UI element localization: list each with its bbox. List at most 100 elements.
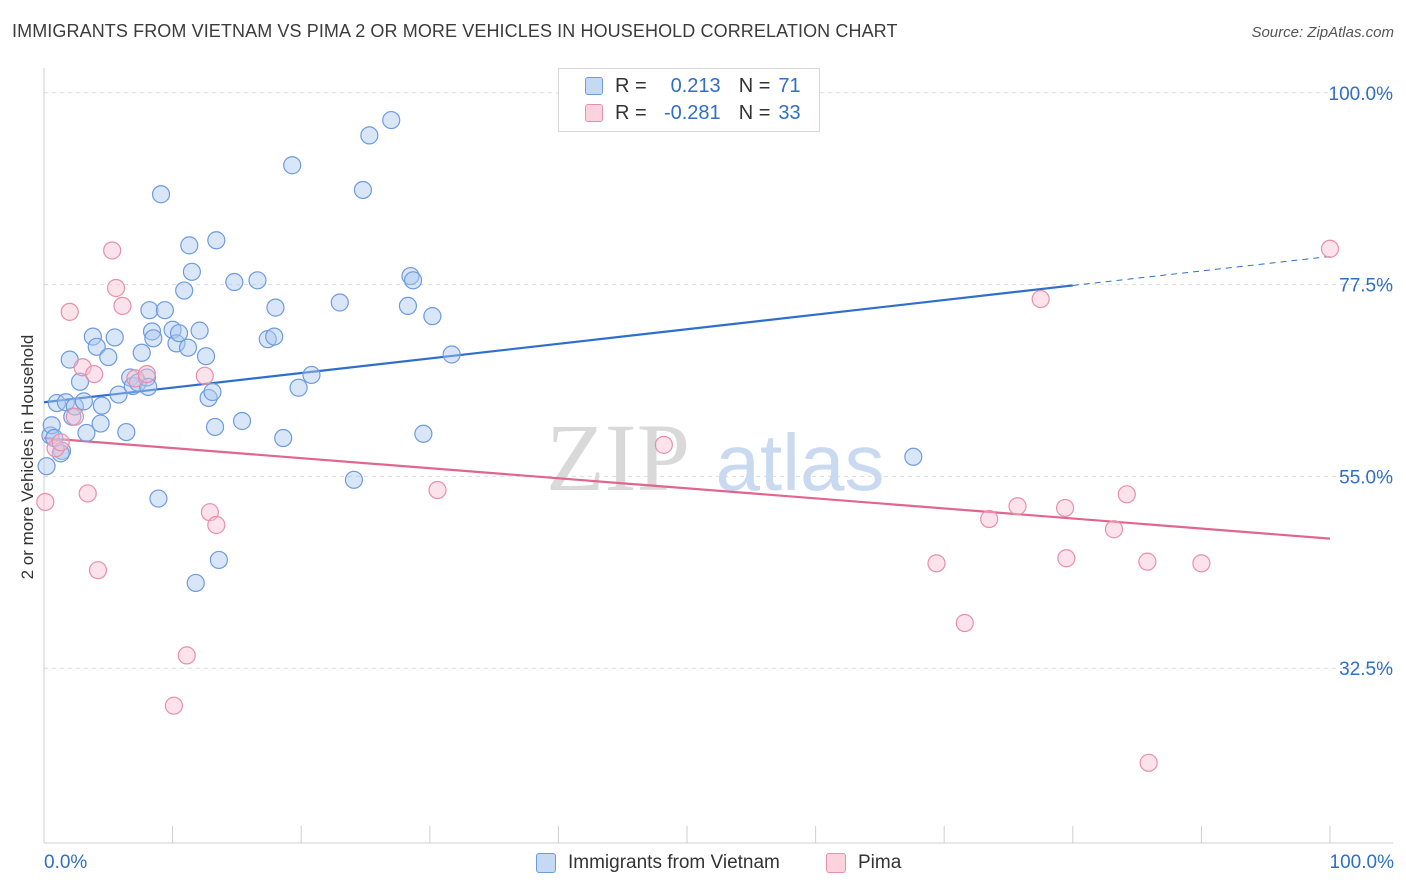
bottom-legend-pima: Pima: [826, 852, 901, 874]
vietnam-point: [169, 324, 189, 343]
vietnam-point: [117, 422, 136, 442]
pima-point: [60, 302, 79, 321]
vietnam-point: [65, 397, 84, 416]
legend-r-value: 0.213: [670, 74, 721, 97]
pima-point: [1138, 552, 1157, 571]
pima-point: [126, 369, 145, 388]
vietnam-point: [283, 156, 302, 175]
legend-swatch-vietnam: [585, 77, 603, 95]
legend-swatch-pima: [585, 104, 603, 122]
chart-title: IMMIGRANTS FROM VIETNAM VS PIMA 2 OR MOR…: [12, 21, 898, 41]
bottom-legend-swatch-vietnam: [536, 853, 556, 873]
vietnam-point: [109, 385, 128, 404]
pima-point: [1057, 549, 1076, 568]
vietnam-point: [140, 301, 159, 320]
vietnam-point: [232, 411, 252, 431]
vietnam-point: [266, 298, 285, 317]
pima-point: [1055, 498, 1075, 518]
vietnam-point: [83, 327, 102, 346]
vietnam-point: [151, 185, 171, 204]
pima-trend-line: [43, 436, 1331, 540]
pima-point: [1008, 497, 1027, 516]
pima-point: [927, 554, 946, 573]
vietnam-point: [92, 396, 111, 415]
vietnam-point: [37, 457, 56, 476]
vietnam-point: [302, 365, 321, 385]
legend-n-value: 71: [778, 74, 801, 97]
vietnam-point: [344, 470, 364, 489]
pima-point: [1192, 554, 1211, 573]
axes: [43, 68, 1393, 844]
vietnam-point: [132, 343, 151, 362]
y-axis-title: 2 or more Vehicles in Household: [18, 334, 37, 580]
vietnam-point: [190, 321, 209, 340]
vietnam-point: [203, 382, 222, 402]
bottom-legend-label-vietnam: Immigrants from Vietnam: [568, 852, 780, 873]
bottom-legend-vietnam: Immigrants from Vietnam: [536, 852, 780, 874]
vietnam-point: [403, 271, 423, 290]
vietnam-point: [70, 372, 90, 391]
vietnam-point: [382, 110, 401, 130]
chart-source: Source: ZipAtlas.com: [1251, 24, 1394, 41]
pima-point: [195, 366, 214, 385]
vietnam-point: [74, 392, 93, 411]
y-tick-label: 32.5%: [1339, 659, 1393, 680]
legend-r-value: -0.281: [663, 101, 721, 124]
trend-lines: [43, 255, 1331, 540]
pima-point: [51, 433, 70, 452]
pima-point: [428, 480, 447, 500]
y-tick-label: 55.0%: [1339, 467, 1393, 488]
pima-point: [1139, 753, 1158, 772]
vietnam-point: [209, 550, 228, 570]
y-tick-label: 100.0%: [1329, 84, 1394, 105]
vietnam-trend-extension: [1072, 255, 1331, 286]
vietnam-trend-line: [43, 284, 1073, 404]
watermark-zip: ZIP: [546, 404, 690, 511]
vietnam-point: [353, 180, 373, 200]
vietnam-point: [178, 338, 198, 357]
vietnam-point: [205, 417, 225, 437]
vietnam-point: [142, 322, 162, 341]
vietnam-point: [77, 423, 96, 443]
pima-point: [177, 646, 196, 665]
vietnam-point: [99, 347, 118, 367]
vietnam-point: [207, 231, 226, 250]
pima-point: [73, 358, 92, 377]
vietnam-point: [414, 424, 433, 443]
pima-point: [164, 696, 183, 715]
pima-point: [955, 613, 974, 633]
vietnam-point: [91, 414, 110, 433]
pima-point: [654, 435, 673, 454]
vietnam-point: [289, 378, 308, 397]
pima-point: [1117, 485, 1136, 504]
bottom-legend-label-pima: Pima: [858, 852, 902, 873]
pima-point: [85, 364, 104, 384]
vietnam-point: [196, 347, 216, 366]
pima-point: [1104, 520, 1124, 539]
y-tick-label: 77.5%: [1339, 276, 1393, 297]
y-tick-labels: 100.0% 77.5% 55.0% 32.5%: [1329, 84, 1394, 680]
pima-point: [137, 364, 156, 384]
vietnam-point: [180, 236, 199, 255]
legend-row-vietnam: R = 0.213 N = 71: [585, 73, 801, 99]
pima-point: [78, 484, 97, 503]
vietnam-point: [904, 447, 923, 466]
legend-n-value: 33: [778, 101, 801, 124]
pima-point: [65, 407, 84, 426]
vietnam-point: [149, 489, 168, 508]
x-tick-label-max: 100.0%: [1329, 852, 1394, 873]
legend-n-label: N =: [738, 74, 771, 97]
vietnam-point: [175, 281, 194, 300]
gridlines: [44, 92, 1393, 669]
legend-n-label: N =: [738, 101, 771, 124]
pima-point: [980, 509, 999, 529]
vietnam-point: [423, 307, 442, 326]
vietnam-point: [265, 327, 284, 346]
pima-point: [1320, 239, 1340, 258]
vietnam-point: [182, 262, 201, 281]
vietnam-point: [105, 328, 124, 347]
vietnam-point: [248, 271, 267, 290]
vietnam-point: [155, 301, 174, 320]
pima-point: [1031, 289, 1050, 309]
